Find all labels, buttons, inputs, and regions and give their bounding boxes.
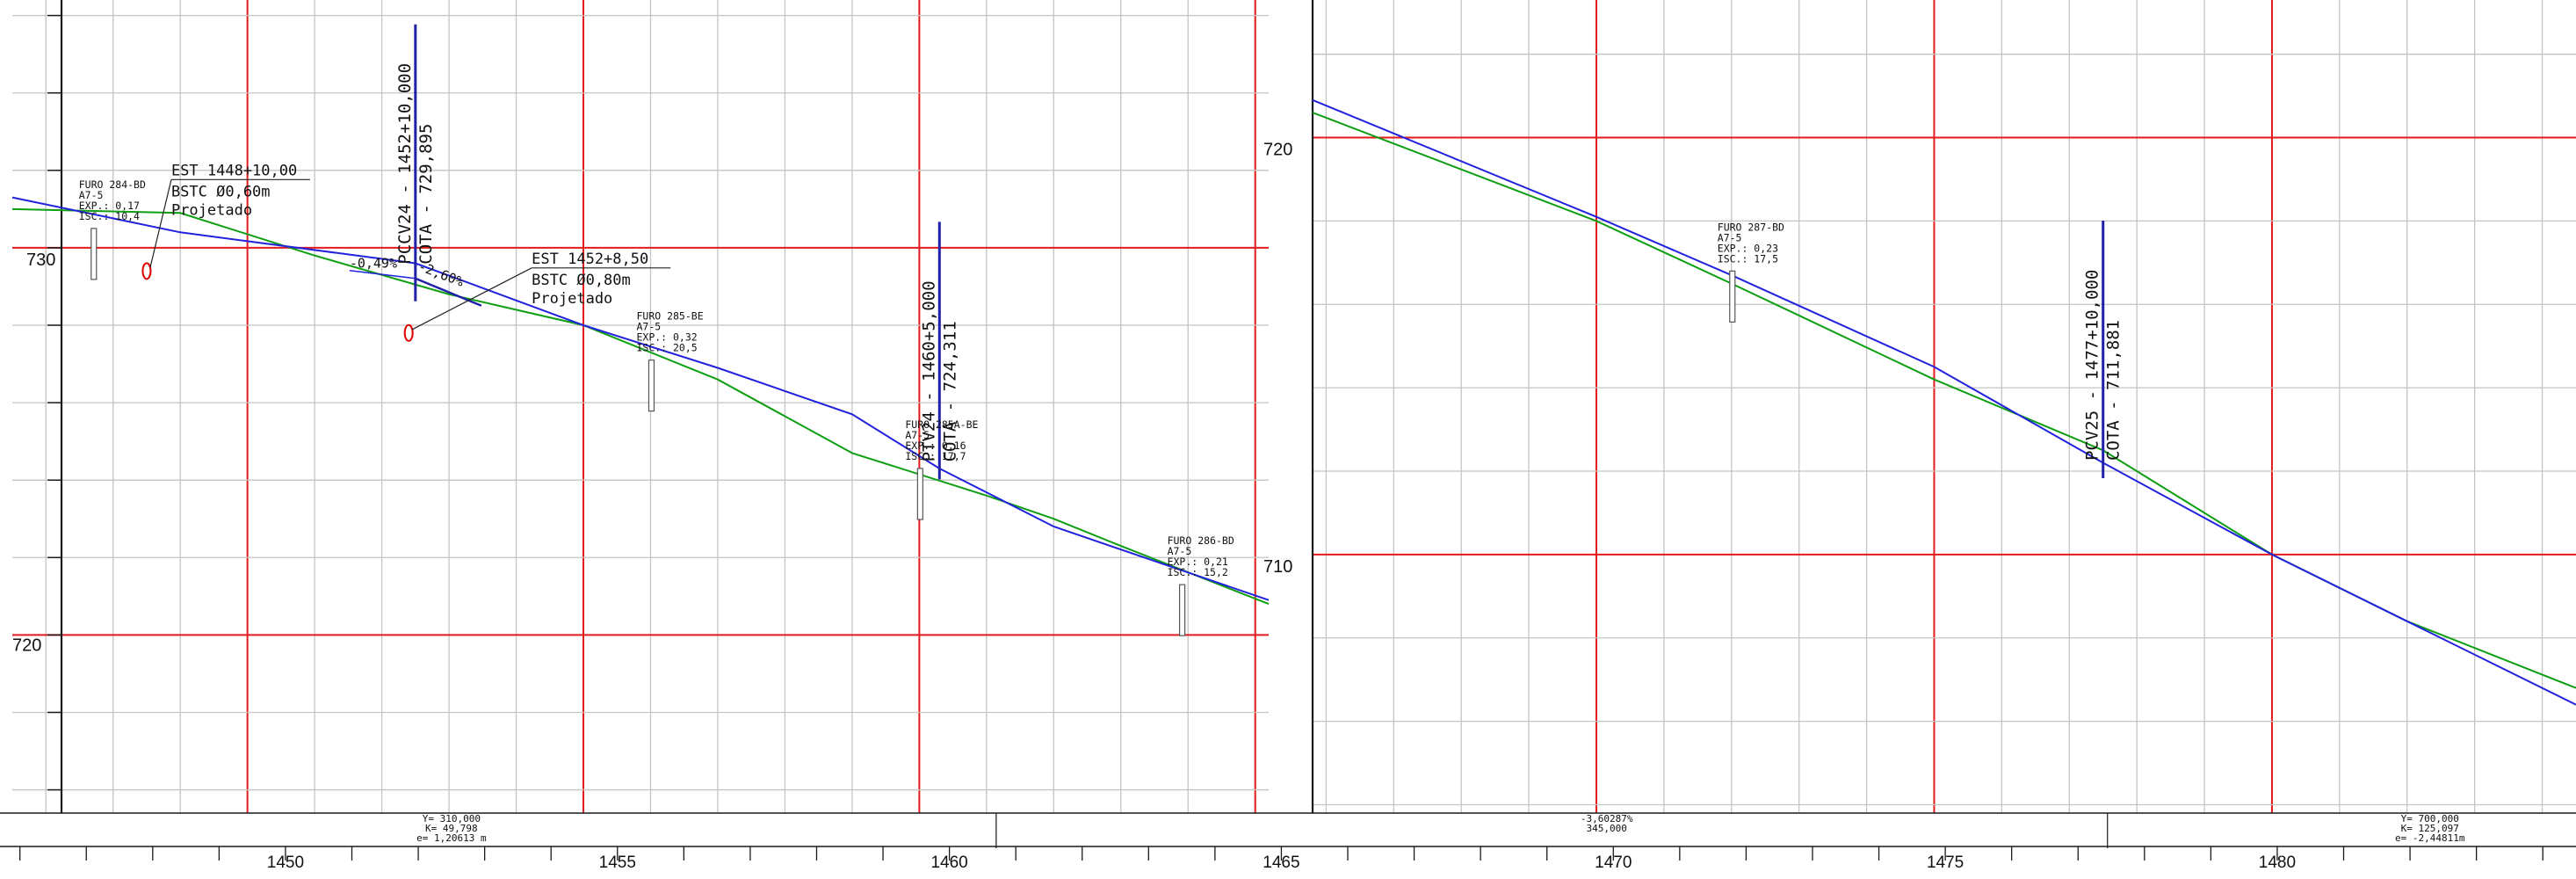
culvert-text: BSTC Ø0,80m xyxy=(532,272,631,289)
curve-parameters: -3,60287%345,000 xyxy=(1581,813,2109,848)
borehole-text: EXP.: 0,21 xyxy=(1168,556,1228,568)
vertical-curve-station: PCCV24 - 1452+10,000 xyxy=(395,63,415,265)
borehole-text: ISC.: 17,5 xyxy=(1718,252,1778,265)
borehole-text: EXP.: 0,32 xyxy=(636,331,697,344)
curve-parameter-text: e= -2,44811m xyxy=(2395,832,2465,844)
station-label: 1480 xyxy=(2259,854,2296,872)
borehole-column xyxy=(90,228,98,280)
borehole-text: A7-5 xyxy=(905,429,930,441)
borehole-column xyxy=(648,360,655,412)
borehole-text: EXP.: 0,16 xyxy=(905,440,966,452)
curve-parameter-text: e= 1,20613 m xyxy=(416,832,487,844)
station-label: 1465 xyxy=(1263,854,1299,872)
grade-tangent-left xyxy=(349,269,416,280)
borehole-text: EXP.: 0,17 xyxy=(79,200,140,212)
borehole-text: ISC.: 10,4 xyxy=(79,210,140,222)
borehole-text: ISC.: 15,2 xyxy=(1168,566,1228,578)
borehole-text: FURO 284-BD xyxy=(79,178,146,191)
elevation-label: 730 xyxy=(26,251,55,270)
borehole-text: FURO 285A-BE xyxy=(905,418,978,431)
terrain-line-left xyxy=(11,207,1270,606)
station-label: 1460 xyxy=(930,854,967,872)
culvert-text: Projetado xyxy=(532,290,612,308)
borehole-column xyxy=(1178,584,1186,636)
curve-parameter-text: Y= 700,000 xyxy=(2401,813,2459,825)
grade-tangent-right xyxy=(415,277,482,307)
culvert-text: Projetado xyxy=(171,201,252,219)
borehole-column xyxy=(1729,270,1736,323)
station-label: 1470 xyxy=(1595,854,1632,872)
curve-parameter-text: -3,60287% xyxy=(1581,813,1633,825)
left-panel-grid xyxy=(12,0,1269,813)
culvert-text: BSTC Ø0,60m xyxy=(171,183,271,200)
borehole-text: A7-5 xyxy=(1168,545,1192,557)
vertical-curve-station: PTV24 - 1460+5,000 xyxy=(919,280,938,461)
elevation-label: 720 xyxy=(1263,141,1292,160)
station-label: 1450 xyxy=(267,854,304,872)
borehole-column xyxy=(916,468,923,520)
vertical-curve-elevation: COTA - 724,311 xyxy=(940,321,959,461)
vertical-curve-marker: PTV24 - 1460+5,000 COTA - 724,311 xyxy=(919,222,959,480)
design-grade-line-left xyxy=(11,196,1270,601)
vertical-curve-marker: PCCV24 - 1452+10,000 COTA - 729,895 xyxy=(395,24,436,301)
borehole-text: FURO 286-BD xyxy=(1168,534,1234,547)
curve-parameter-text: Y= 310,000 xyxy=(423,813,481,825)
grade-percentage-label: -0,49% xyxy=(350,256,397,272)
borehole-text: A7-5 xyxy=(1718,231,1742,243)
culvert-circle xyxy=(141,262,152,280)
culvert-text: EST 1452+8,50 xyxy=(532,251,648,268)
borehole-text: ISC.: 20,5 xyxy=(636,342,697,354)
curve-parameter-text: K= 49,798 xyxy=(425,823,478,834)
borehole-text: A7-5 xyxy=(636,321,661,333)
borehole-text: ISC.: 17,7 xyxy=(905,450,966,462)
culvert-leader-line xyxy=(411,267,532,331)
borehole-text: FURO 285-BE xyxy=(636,310,703,323)
borehole-text: EXP.: 0,23 xyxy=(1718,242,1778,254)
elevation-label: 720 xyxy=(12,636,41,655)
right-panel-grid xyxy=(1313,0,2576,813)
vertical-curve-station: PCV25 - 1477+10,000 xyxy=(2083,270,2102,461)
culvert-leader-line xyxy=(149,179,172,268)
borehole-text: FURO 287-BD xyxy=(1718,221,1784,233)
vertical-curve-marker: PCV25 - 1477+10,000 COTA - 711,881 xyxy=(2083,221,2124,479)
station-label: 1455 xyxy=(599,854,636,872)
curve-parameter-text: 345,000 xyxy=(1587,823,1627,834)
culvert-circle xyxy=(403,323,414,342)
curve-parameter-text: K= 125,097 xyxy=(2401,823,2459,834)
terrain-line-right xyxy=(1312,112,2576,689)
borehole-text: A7-5 xyxy=(79,189,104,201)
design-grade-line-right xyxy=(1312,98,2576,706)
culvert-text: EST 1448+10,00 xyxy=(171,162,297,179)
vertical-curve-elevation: COTA - 729,895 xyxy=(416,124,436,265)
vertical-curve-elevation: COTA - 711,881 xyxy=(2104,320,2124,461)
elevation-label: 710 xyxy=(1263,557,1292,577)
station-label: 1475 xyxy=(1927,854,1964,872)
